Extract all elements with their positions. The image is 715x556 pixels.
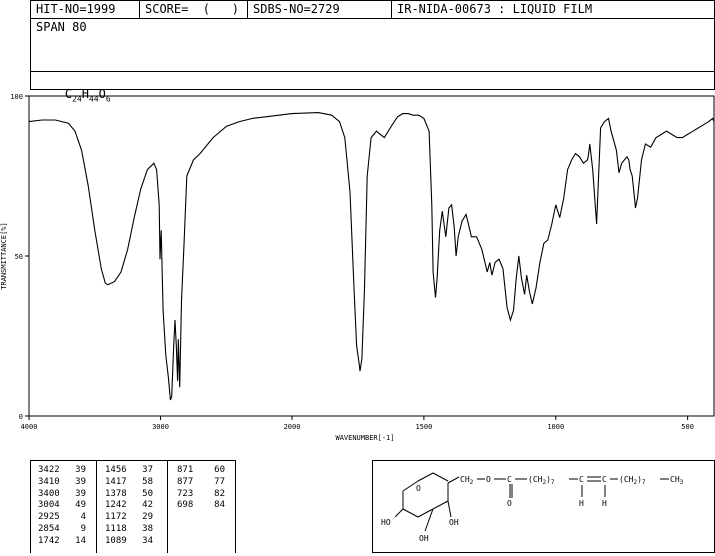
x-tick-label-5: 500 [681, 423, 694, 431]
peak-wavenumber: 1118 [105, 523, 127, 534]
x-tick-label-1: 3000 [152, 423, 169, 431]
peak-wavenumber: 3400 [38, 488, 60, 499]
spectrum-line [28, 112, 715, 401]
peak-transmittance: 77 [214, 476, 225, 487]
structure-box: O CH2 O C O (CH2)7 C C H H (CH2)7 CH3 HO… [372, 460, 715, 553]
peak-wavenumber: 1089 [105, 535, 127, 546]
compound-name: SPAN 80 [36, 20, 87, 34]
peak-transmittance: 14 [75, 535, 86, 546]
peak-wavenumber: 1172 [105, 512, 127, 523]
peak-wavenumber: 1456 [105, 465, 127, 475]
hydroxyl-bottom: OH [419, 534, 429, 543]
peak-wavenumber: 698 [177, 500, 194, 511]
peak-wavenumber: 723 [177, 488, 194, 499]
peak-table: 3422 3410 3400 3004 2925 2854 1742 39 39 39 49 4 9 14… [30, 460, 236, 553]
x-tick-label-4: 1000 [547, 423, 564, 431]
x-tick-label-3: 1500 [415, 423, 432, 431]
peak-transmittance: 29 [142, 512, 153, 523]
molecular-structure: O CH2 O C O (CH2)7 C C H H (CH2)7 CH3 HO… [381, 472, 684, 543]
peak-transmittance: 39 [75, 476, 86, 487]
peak-col-2-transmittance: 60 77 82 84 [211, 465, 225, 512]
peak-transmittance: 37 [142, 465, 153, 475]
peak-wavenumber: 877 [177, 476, 194, 487]
carbonyl-oxygen: O [507, 499, 512, 508]
peak-wavenumber: 3410 [38, 476, 60, 487]
alkene-carbon-1: C [579, 475, 584, 484]
peak-transmittance: 38 [142, 523, 153, 534]
x-axis-label: WAVENUMBER[-1] [335, 434, 394, 442]
peak-col-0-wavenumbers: 3422 3410 3400 3004 2925 2854 1742 [38, 465, 60, 548]
peak-transmittance: 50 [142, 488, 153, 499]
hydroxyl-left: HO [381, 518, 391, 527]
peak-transmittance: 4 [80, 512, 86, 523]
peak-transmittance: 60 [214, 465, 225, 475]
ring-oxygen: O [416, 484, 421, 493]
peak-col-1-wavenumbers: 1456 1417 1378 1242 1172 1118 1089 [105, 465, 127, 548]
peak-transmittance: 84 [214, 500, 225, 511]
y-tick-label-2: 0 [19, 413, 23, 421]
peak-transmittance: 58 [142, 476, 153, 487]
peak-transmittance: 9 [80, 523, 86, 534]
peak-transmittance: 39 [75, 465, 86, 475]
header-box: HIT-NO=1999 SCORE= ( ) SDBS-NO=2729 IR-N… [30, 0, 715, 103]
peak-wavenumber: 1742 [38, 535, 60, 546]
ch2-label: CH2 [460, 475, 474, 486]
peak-wavenumber: 3004 [38, 500, 60, 511]
hit-number: HIT-NO=1999 [31, 1, 140, 18]
peak-wavenumber: 871 [177, 465, 194, 475]
peak-transmittance: 34 [142, 535, 153, 546]
peak-col-1-transmittance: 37 58 50 42 29 38 34 [139, 465, 153, 548]
chain-ch2-a: (CH2)7 [528, 475, 555, 486]
peak-transmittance: 82 [214, 488, 225, 499]
molecular-formula: C24H44O6 [64, 87, 111, 104]
peak-col-2-wavenumbers: 871 877 723 698 [177, 465, 193, 512]
ir-id: IR-NIDA-00673 : LIQUID FILM [397, 2, 593, 16]
peak-transmittance: 39 [75, 488, 86, 499]
carbonyl-carbon: C [507, 475, 512, 484]
peak-wavenumber: 1417 [105, 476, 127, 487]
ester-oxygen: O [486, 475, 491, 484]
y-tick-label-0: 100 [10, 93, 23, 101]
score: SCORE= ( ) [140, 1, 248, 18]
peak-transmittance: 49 [75, 500, 86, 511]
x-tick-label-0: 4000 [21, 423, 38, 431]
peak-wavenumber: 2925 [38, 512, 60, 523]
peak-wavenumber: 1378 [105, 488, 127, 499]
peak-wavenumber: 2854 [38, 523, 60, 534]
hydroxyl-right: OH [449, 518, 459, 527]
alkene-h-2: H [602, 499, 607, 508]
terminal-ch3: CH3 [670, 475, 684, 486]
alkene-h-1: H [579, 499, 584, 508]
alkene-carbon-2: C [602, 475, 607, 484]
peak-wavenumber: 3422 [38, 465, 60, 475]
sdbs-number: SDBS-NO=2729 [248, 1, 392, 18]
peak-col-0-transmittance: 39 39 39 49 4 9 14 [72, 465, 86, 548]
plot-frame [28, 95, 715, 417]
peak-transmittance: 42 [142, 500, 153, 511]
y-tick-label-1: 50 [15, 253, 23, 261]
y-axis-label: TRANSMITTANCE[%] [0, 222, 8, 289]
chain-ch2-b: (CH2)7 [619, 475, 646, 486]
peak-wavenumber: 1242 [105, 500, 127, 511]
x-tick-label-2: 2000 [284, 423, 301, 431]
